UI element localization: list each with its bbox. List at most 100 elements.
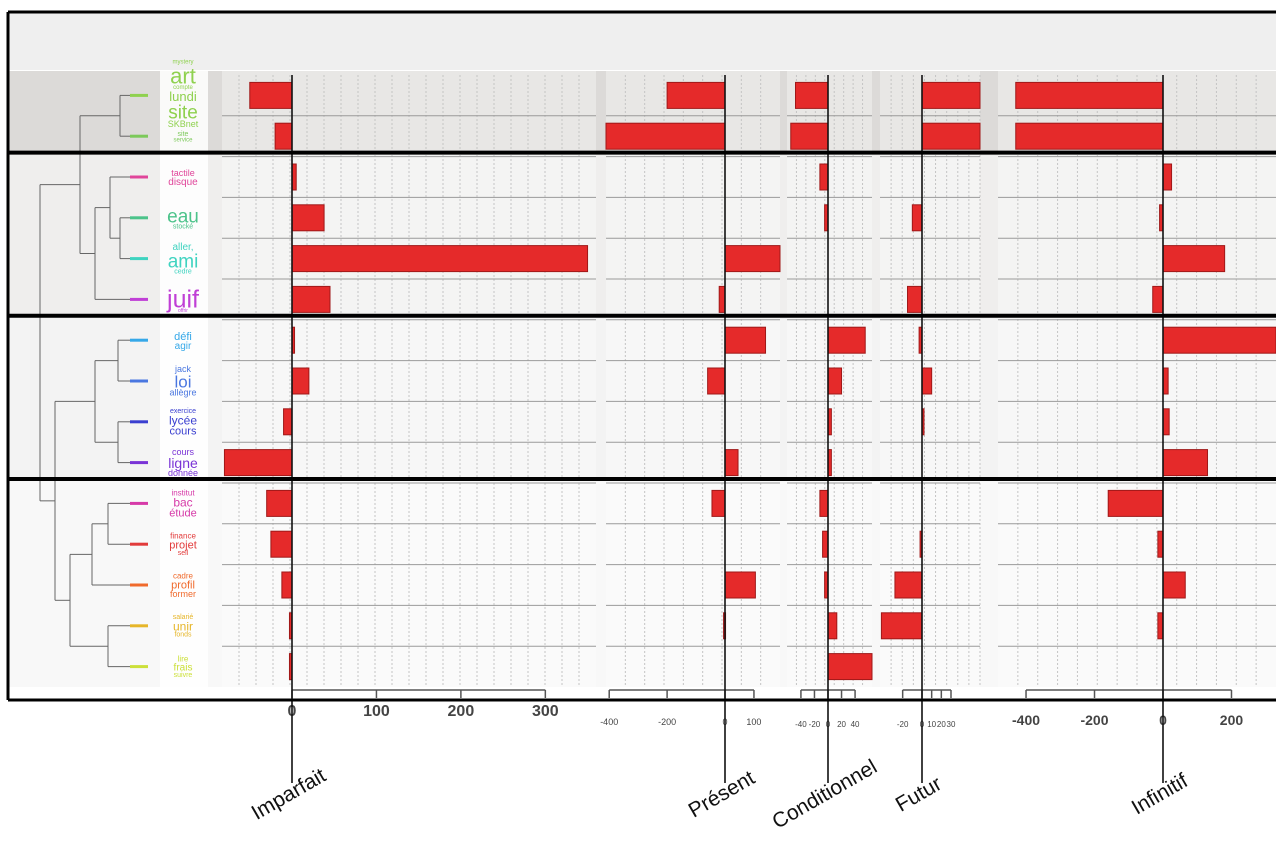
cluster-word: défi (174, 331, 192, 343)
bar-5-6 (1152, 285, 1164, 313)
bar-2-7 (724, 326, 767, 354)
cluster-word: jack (174, 364, 192, 374)
bar-4-6 (907, 285, 923, 313)
cluster-word: projet (169, 540, 197, 552)
wordcloud-column (160, 70, 208, 693)
bar-2-2 (605, 122, 726, 150)
dendrogram-leaf (130, 134, 148, 138)
dendrogram-leaf (130, 542, 148, 546)
bar-4-1 (921, 81, 981, 109)
dendrogram-leaf (130, 257, 148, 261)
dendrogram-leaf (130, 583, 148, 587)
bar-5-9 (1162, 408, 1170, 436)
bar-2-8 (707, 367, 726, 395)
bar-5-10 (1162, 449, 1209, 477)
cluster-word: mystery (173, 59, 194, 65)
cluster-word: site (168, 103, 198, 124)
tick-label: -200 (658, 717, 676, 727)
bar-4-13 (894, 571, 923, 599)
dendrogram-leaf (130, 420, 148, 424)
bar-4-2 (921, 122, 981, 150)
cluster-word: salarié (173, 614, 194, 621)
cluster-word: étude (169, 507, 197, 519)
cluster-word: finance (170, 532, 196, 541)
bar-4-4 (911, 204, 923, 232)
cluster-word: art (170, 64, 196, 89)
cluster-word: ami (168, 251, 199, 272)
bar-3-14 (827, 612, 838, 640)
dendrogram-leaf (130, 461, 148, 465)
cluster-word: fonds (174, 632, 192, 639)
cluster-word: institut (171, 488, 195, 497)
dendrogram-leaf (130, 379, 148, 383)
dendrogram-leaf (130, 624, 148, 628)
cluster-word: offrir (178, 308, 188, 314)
cluster-word: profil (171, 579, 195, 591)
cluster-word: allègre (169, 388, 196, 398)
bar-5-2 (1015, 122, 1164, 150)
cluster-word: donnée (168, 468, 198, 478)
tick-label: 200 (448, 703, 475, 720)
cluster-word: cours (172, 447, 195, 457)
top-header-band (8, 12, 1276, 70)
tick-label: 10 (927, 720, 936, 729)
group-band-4 (8, 479, 1276, 687)
dendrogram-leaf (130, 665, 148, 669)
cluster-word: lire (178, 654, 189, 663)
tick-label: 20 (837, 720, 846, 729)
cluster-word: cours (170, 425, 197, 437)
bar-2-1 (666, 81, 726, 109)
bar-1-10 (223, 449, 293, 477)
bar-5-7 (1162, 326, 1276, 354)
cluster-word: service (173, 138, 193, 144)
dendrogram-leaf (130, 93, 148, 97)
cluster-word: bac (173, 495, 192, 509)
cluster-word: cedre (174, 269, 192, 276)
bar-1-12 (270, 530, 293, 558)
tick-label: 20 (937, 720, 946, 729)
cluster-word: loi (174, 372, 191, 391)
cluster-word: compte (173, 85, 193, 91)
cluster-word: exercice (170, 408, 196, 415)
tick-label: -20 (897, 720, 909, 729)
bar-1-8 (291, 367, 310, 395)
cluster-word: frais (174, 663, 193, 674)
bar-3-8 (827, 367, 843, 395)
cluster-word: tactile (171, 168, 195, 178)
bar-3-7 (827, 326, 866, 354)
bar-5-5 (1162, 245, 1226, 273)
tick-label: -200 (1080, 712, 1108, 728)
cluster-word: lycée (169, 413, 197, 427)
bar-5-3 (1162, 163, 1173, 191)
cluster-word: juif (166, 285, 199, 313)
bar-3-2 (790, 122, 829, 150)
bar-2-5 (724, 245, 781, 273)
bar-1-5 (291, 245, 589, 273)
bar-3-1 (795, 81, 829, 109)
bar-1-9 (283, 408, 293, 436)
bar-3-11 (819, 489, 829, 517)
bar-3-15 (827, 653, 873, 681)
tick-label: 100 (746, 717, 761, 727)
tick-label: -400 (1012, 712, 1040, 728)
bar-4-8 (921, 367, 933, 395)
bar-1-6 (291, 285, 331, 313)
bar-2-13 (724, 571, 756, 599)
bar-2-10 (724, 449, 739, 477)
bar-3-3 (819, 163, 829, 191)
dendrogram-leaf (130, 501, 148, 505)
bar-5-1 (1015, 81, 1164, 109)
cluster-word: ligne (168, 455, 198, 471)
dendrogram-leaf (130, 338, 148, 342)
tick-label: 300 (532, 703, 559, 720)
bar-1-2 (274, 122, 293, 150)
tick-label: -20 (809, 720, 821, 729)
cluster-word: lundi (169, 89, 197, 104)
group-band-2 (8, 152, 1276, 320)
cluster-word: agir (175, 341, 192, 352)
bar-1-13 (281, 571, 293, 599)
cluster-word: suivre (174, 672, 193, 679)
bar-3-12 (822, 530, 829, 558)
cluster-word: cadre (173, 571, 194, 580)
